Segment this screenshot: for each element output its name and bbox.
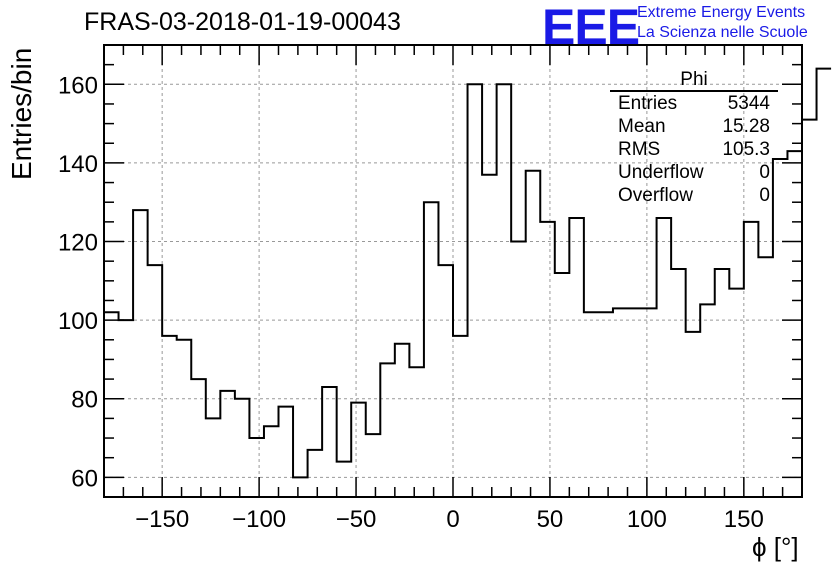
stats-value: 0 xyxy=(759,162,770,183)
stats-row-mean: Mean 15.28 xyxy=(610,115,778,138)
stats-value: 15.28 xyxy=(722,116,770,137)
y-axis-label: Entries/bin xyxy=(6,47,37,180)
logo-line-1: Extreme Energy Events xyxy=(637,4,806,21)
x-tick-label: 100 xyxy=(627,506,667,533)
stats-box-title: Phi xyxy=(610,70,778,92)
stats-row-overflow: Overflow 0 xyxy=(610,184,778,207)
x-tick-label: −50 xyxy=(336,506,377,533)
stats-label: RMS xyxy=(618,139,661,160)
plot-frame xyxy=(103,44,803,498)
stats-row-rms: RMS 105.3 xyxy=(610,138,778,161)
x-axis-label: ϕ [°] xyxy=(752,532,799,562)
stats-row-underflow: Underflow 0 xyxy=(610,161,778,184)
x-tick-label: 150 xyxy=(724,506,764,533)
y-tick-label: 160 xyxy=(58,72,98,99)
x-tick-label: −150 xyxy=(135,506,189,533)
stats-value: 0 xyxy=(759,185,770,206)
stats-box: Phi Entries 5344 Mean 15.28 RMS 105.3 Un… xyxy=(610,70,778,207)
eee-logo-text: Extreme Energy Events La Scienza nelle S… xyxy=(637,3,808,43)
axis-ticks xyxy=(103,44,803,498)
logo-line-2: La Scienza nelle Scuole xyxy=(637,24,808,41)
tick-labels: −150 −100 −50 0 50 100 150 60 80 100 120 140 160 xyxy=(58,72,764,533)
stats-label: Entries xyxy=(618,93,678,114)
y-tick-label: 80 xyxy=(71,387,98,414)
stats-value: 105.3 xyxy=(722,139,770,160)
y-tick-label: 140 xyxy=(58,151,98,178)
stats-value: 5344 xyxy=(727,93,770,114)
stats-label: Overflow xyxy=(618,185,693,206)
y-tick-label: 60 xyxy=(71,465,98,492)
x-tick-label: −100 xyxy=(232,506,286,533)
stats-label: Mean xyxy=(618,116,666,137)
histogram-step-line xyxy=(104,67,832,479)
x-tick-label: 0 xyxy=(446,506,459,533)
stats-row-entries: Entries 5344 xyxy=(610,92,778,115)
x-tick-label: 50 xyxy=(537,506,564,533)
y-tick-label: 120 xyxy=(58,230,98,257)
stats-label: Underflow xyxy=(618,162,704,183)
y-tick-label: 100 xyxy=(58,308,98,335)
chart-title: FRAS-03-2018-01-19-00043 xyxy=(84,8,401,36)
eee-logo: EEE xyxy=(542,0,640,55)
